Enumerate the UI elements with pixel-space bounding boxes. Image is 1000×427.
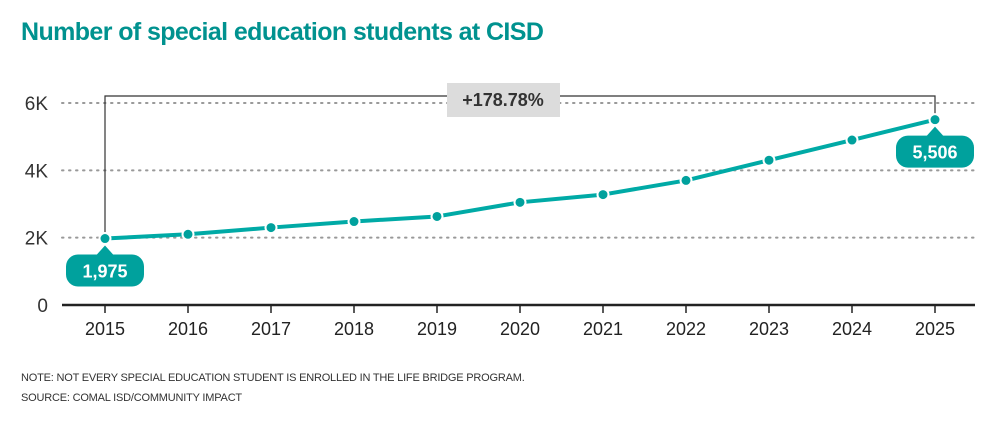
data-point (513, 195, 527, 209)
y-tick-label: 2K (25, 229, 49, 250)
x-tick-label: 2024 (832, 319, 872, 339)
x-tick-label: 2025 (915, 319, 955, 339)
start-callout-label: 1,975 (82, 262, 127, 282)
x-tick-label: 2019 (417, 319, 457, 339)
data-point (762, 153, 776, 167)
x-tick-label: 2020 (500, 319, 540, 339)
data-point (596, 188, 610, 202)
data-point (430, 209, 444, 223)
end-callout-label: 5,506 (912, 143, 957, 163)
data-point (181, 227, 195, 241)
y-tick-label: 6K (25, 94, 49, 115)
data-point (98, 232, 112, 246)
y-tick-label: 4K (25, 161, 49, 182)
x-tick-label: 2022 (666, 319, 706, 339)
start-callout-pointer (96, 245, 114, 256)
x-tick-label: 2015 (85, 319, 125, 339)
series-line (104, 117, 936, 241)
data-point (928, 113, 942, 127)
x-tick-label: 2021 (583, 319, 623, 339)
chart-note: NOTE: NOT EVERY SPECIAL EDUCATION STUDEN… (21, 372, 525, 384)
chart-source: SOURCE: COMAL ISD/COMMUNITY IMPACT (21, 392, 242, 404)
start-callout-bubble (66, 254, 144, 287)
data-point (845, 133, 859, 147)
data-point (347, 215, 361, 229)
x-tick-label: 2017 (251, 319, 291, 339)
end-callout-pointer (926, 126, 944, 137)
chart-title: Number of special education students at … (21, 18, 544, 46)
x-tick-label: 2023 (749, 319, 789, 339)
end-callout-bubble (896, 135, 974, 168)
x-tick-label: 2018 (334, 319, 374, 339)
x-tick-label: 2016 (168, 319, 208, 339)
y-tick-label: 0 (37, 296, 48, 317)
change-box (447, 83, 560, 117)
data-point (264, 221, 278, 235)
change-label: +178.78% (462, 90, 544, 110)
change-bracket (104, 95, 936, 239)
data-point (679, 173, 693, 187)
